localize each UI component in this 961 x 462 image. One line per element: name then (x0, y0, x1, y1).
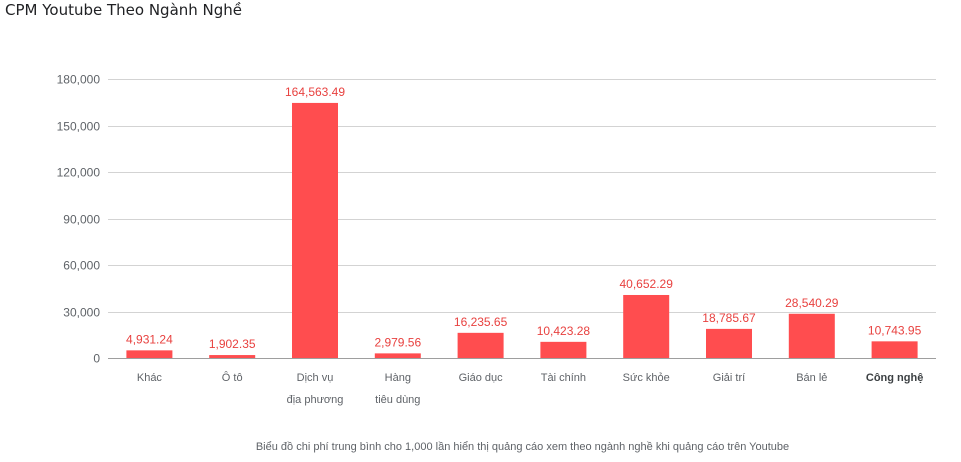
bar (374, 353, 421, 358)
y-tick-label: 60,000 (63, 259, 100, 273)
x-tick-label: Bán lẻ (796, 372, 827, 384)
data-label: 10,423.28 (537, 324, 591, 338)
x-axis-ticks: Khác Ô tô Dịch vụ địa phương Hàng tiêu dùng Gi… (137, 371, 923, 406)
data-label: 16,235.65 (454, 315, 508, 329)
x-tick-label: Giải trí (713, 372, 745, 384)
y-tick-label: 90,000 (63, 213, 100, 227)
x-tick-label: Ô tô (222, 371, 243, 384)
data-label: 4,931.24 (126, 332, 173, 346)
bars (126, 102, 918, 358)
data-label: 1,902.35 (209, 337, 256, 351)
x-tick-label: Giáo dục (459, 372, 504, 384)
y-tick-label: 180,000 (57, 73, 101, 87)
bar (706, 328, 752, 358)
chart-caption: Biểu đồ chi phí trung bình cho 1,000 lần… (255, 441, 790, 453)
bar (209, 355, 256, 358)
data-labels: 4,931.24 1,902.35 164,563.49 2,979.56 16,235… (126, 85, 922, 351)
y-axis-ticks: 0 30,000 60,000 90,000 120,000 150,000 180,000 (57, 73, 101, 366)
chart-title: CPM Youtube Theo Ngành Nghề (5, 1, 243, 19)
x-tick-label: Tài chính (541, 372, 586, 384)
data-label: 2,979.56 (374, 335, 421, 349)
bar (623, 294, 670, 358)
y-tick-label: 150,000 (57, 120, 101, 134)
y-tick-label: 120,000 (57, 166, 101, 180)
data-label: 40,652.29 (620, 277, 674, 291)
data-label: 18,785.67 (702, 311, 756, 325)
data-label: 164,563.49 (285, 85, 345, 99)
data-label: 10,743.95 (868, 323, 922, 337)
bar (457, 332, 504, 358)
bar (126, 350, 173, 358)
bar (540, 341, 587, 358)
x-tick-label: Dịch vụ (297, 372, 334, 384)
x-tick-label: tiêu dùng (375, 394, 420, 406)
grid-lines (108, 79, 936, 359)
x-tick-label: Công nghệ (866, 372, 923, 384)
y-tick-label: 0 (93, 352, 100, 366)
x-tick-label: Hàng (385, 372, 411, 384)
bar (871, 341, 918, 358)
x-tick-label: Khác (137, 372, 163, 384)
data-label: 28,540.29 (785, 296, 839, 310)
x-tick-label: địa phương (287, 394, 344, 406)
bar (788, 313, 835, 358)
y-tick-label: 30,000 (63, 306, 100, 320)
bar (292, 102, 338, 358)
x-tick-label: Sức khỏe (623, 372, 670, 384)
